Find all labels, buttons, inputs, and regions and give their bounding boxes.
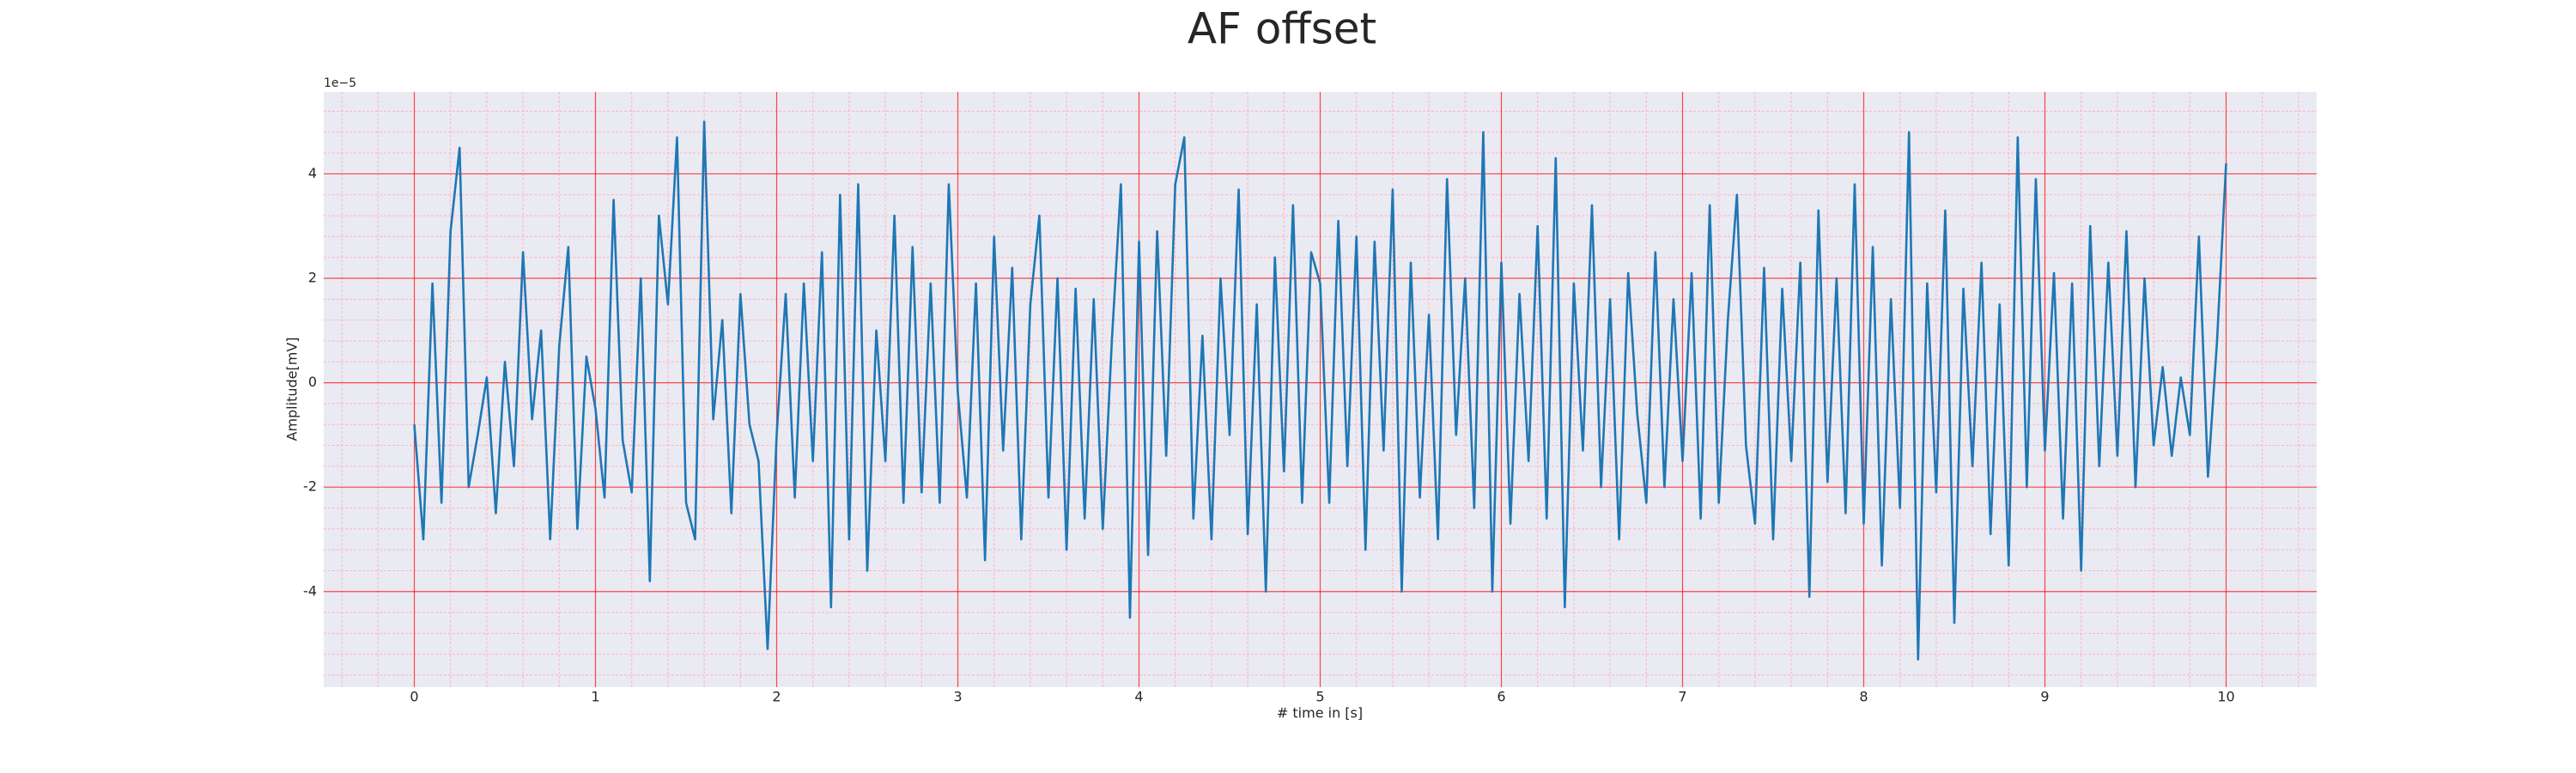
x-axis-label: # time in [s]	[1277, 705, 1363, 721]
y-axis-label: Amplitude[mV]	[284, 337, 301, 441]
y-tick-label: 4	[308, 165, 317, 181]
x-tick-label: 1	[591, 689, 599, 705]
y-tick-label: -2	[303, 478, 317, 495]
data-line	[413, 120, 2227, 661]
x-tick-label: 4	[1134, 689, 1143, 705]
x-tick-label: 6	[1497, 689, 1505, 705]
x-tick-label: 7	[1678, 689, 1686, 705]
x-tick-label: 2	[772, 689, 781, 705]
x-tick-label: 0	[410, 689, 418, 705]
x-tick-label: 9	[2040, 689, 2049, 705]
x-tick-label: 8	[1859, 689, 1868, 705]
x-tick-label: 5	[1315, 689, 1324, 705]
chart-title: AF offset	[1188, 4, 1376, 54]
y-tick-label: 0	[308, 374, 317, 390]
y-tick-label: 2	[308, 270, 317, 286]
y-tick-label: -4	[303, 582, 317, 599]
x-tick-label: 3	[953, 689, 962, 705]
offset-label: 1e−5	[324, 76, 356, 90]
x-tick-label: 10	[2217, 689, 2234, 705]
